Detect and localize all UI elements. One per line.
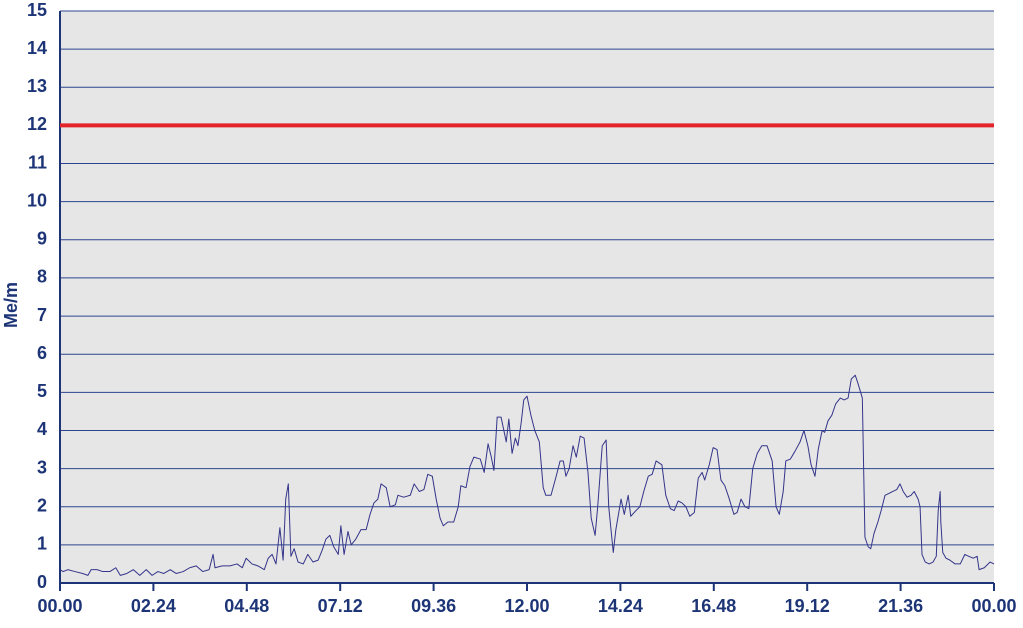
x-tick-label: 09.36 [411,596,456,616]
x-tick-label: 00.00 [971,596,1016,616]
x-tick-label: 02.24 [131,596,176,616]
y-tick-label: 10 [27,190,47,210]
x-tick-label: 16.48 [691,596,736,616]
y-tick-label: 6 [37,343,47,363]
y-tick-label: 14 [27,38,47,58]
x-tick-label: 21.36 [878,596,923,616]
y-tick-label: 15 [27,0,47,20]
y-tick-label: 13 [27,76,47,96]
y-tick-label: 9 [37,229,47,249]
plot-area [60,11,994,583]
x-tick-label: 07.12 [318,596,363,616]
x-tick-label: 12.00 [504,596,549,616]
y-axis-label: Me/m [1,282,21,328]
x-tick-label: 04.48 [224,596,269,616]
x-tick-label: 14.24 [598,596,643,616]
y-tick-label: 4 [37,419,47,439]
y-tick-label: 2 [37,495,47,515]
y-tick-label: 12 [27,114,47,134]
x-tick-label: 19.12 [785,596,830,616]
x-tick-label: 00.00 [37,596,82,616]
y-tick-label: 11 [28,152,47,172]
y-tick-label: 7 [37,305,47,325]
y-tick-label: 8 [37,267,47,287]
y-tick-label: 5 [37,381,47,401]
y-tick-label: 3 [37,457,47,477]
y-tick-label: 1 [37,534,47,554]
data-line [59,374,995,576]
y-tick-label: 0 [37,572,47,592]
